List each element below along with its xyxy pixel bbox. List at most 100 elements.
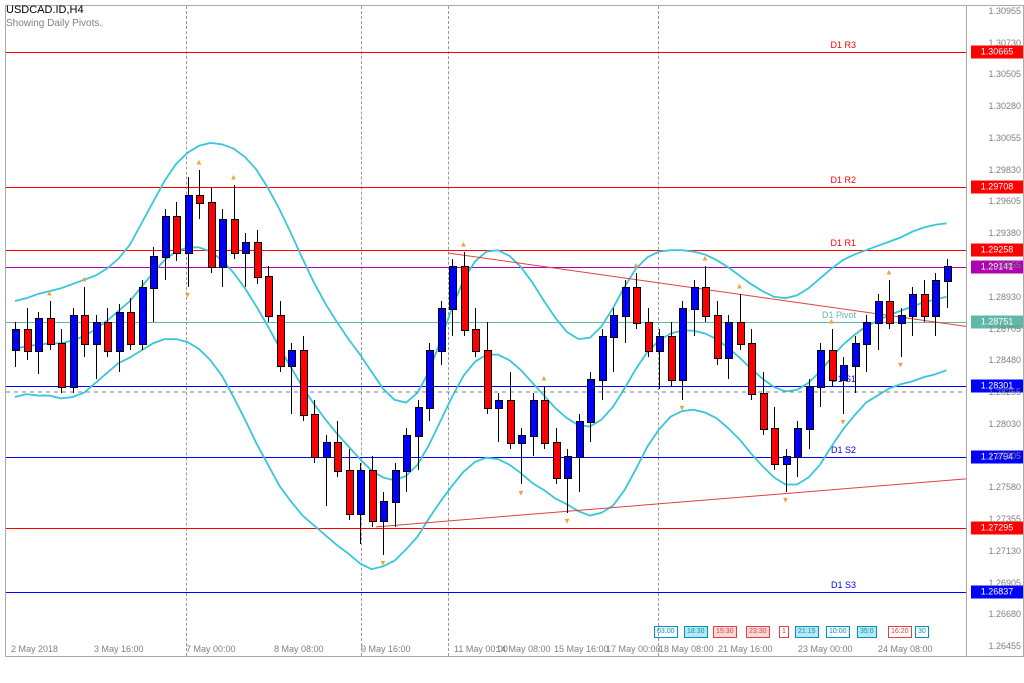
x-axis-label: 18 May 08:00 bbox=[659, 644, 714, 654]
y-tick: 1.29155 bbox=[988, 260, 1021, 270]
pivot-label: D1 S2 bbox=[831, 445, 856, 455]
candle-body bbox=[47, 318, 55, 345]
fractal-up-icon: ▲ bbox=[230, 173, 238, 182]
time-tag: 15:30 bbox=[713, 626, 737, 638]
candle-body bbox=[81, 315, 89, 345]
candle-body bbox=[472, 329, 480, 352]
pivot-line-d1-s2 bbox=[6, 457, 966, 458]
candle-body bbox=[150, 256, 158, 289]
candle-body bbox=[760, 393, 768, 430]
candle-body bbox=[748, 343, 756, 394]
y-tick: 1.29830 bbox=[988, 165, 1021, 175]
y-tick: 1.26680 bbox=[988, 609, 1021, 619]
x-axis-label: 24 May 08:00 bbox=[878, 644, 933, 654]
x-axis-label: 3 May 16:00 bbox=[94, 644, 144, 654]
candle-body bbox=[875, 301, 883, 324]
x-axis-label: 9 May 16:00 bbox=[361, 644, 411, 654]
candle-body bbox=[610, 315, 618, 338]
candle-body bbox=[334, 442, 342, 472]
candle-body bbox=[817, 350, 825, 387]
y-tick: 1.27355 bbox=[988, 514, 1021, 524]
vertical-gridline bbox=[186, 6, 187, 656]
y-tick: 1.28030 bbox=[988, 419, 1021, 429]
candle-body bbox=[426, 350, 434, 408]
candle-body bbox=[369, 470, 377, 521]
candle-body bbox=[173, 216, 181, 253]
y-tick: 1.30505 bbox=[988, 69, 1021, 79]
fractal-up-icon: ▲ bbox=[80, 274, 88, 283]
fractal-down-icon: ▼ bbox=[782, 495, 790, 504]
candle-body bbox=[300, 350, 308, 416]
candle-body bbox=[357, 470, 365, 514]
candle-body bbox=[656, 336, 664, 352]
candle-body bbox=[702, 287, 710, 317]
y-tick: 1.28480 bbox=[988, 355, 1021, 365]
candle-body bbox=[668, 336, 676, 380]
time-tag: 21:15 bbox=[795, 626, 819, 638]
pivot-line-d1-r3 bbox=[6, 52, 966, 53]
x-axis-label: 17 May 00:00 bbox=[606, 644, 661, 654]
candle-body bbox=[449, 266, 457, 310]
y-tick: 1.30955 bbox=[988, 6, 1021, 16]
candle-body bbox=[944, 266, 952, 282]
candle-body bbox=[35, 318, 43, 352]
chart-title: USDCAD.ID,H4 bbox=[6, 4, 84, 16]
candle-body bbox=[852, 343, 860, 366]
candle-body bbox=[725, 322, 733, 359]
y-tick: 1.28705 bbox=[988, 324, 1021, 334]
fractal-up-icon: ▲ bbox=[46, 289, 54, 298]
candle-body bbox=[691, 287, 699, 310]
y-tick: 1.30280 bbox=[988, 101, 1021, 111]
x-axis-label: 2 May 2018 bbox=[11, 644, 58, 654]
candle-body bbox=[461, 266, 469, 332]
time-tag: 1 bbox=[779, 626, 789, 638]
plot-area[interactable]: D1 R31.30665D1 R21.29708D1 R11.292581.29… bbox=[5, 5, 967, 657]
pivot-label: D1 R3 bbox=[830, 40, 856, 50]
candle-body bbox=[265, 276, 273, 318]
candle-body bbox=[576, 421, 584, 458]
fractal-up-icon: ▲ bbox=[885, 267, 893, 276]
candle-body bbox=[794, 428, 802, 458]
candle-body bbox=[208, 202, 216, 268]
candle-body bbox=[599, 336, 607, 380]
vertical-gridline bbox=[448, 6, 449, 656]
candle-body bbox=[219, 219, 227, 268]
y-tick: 1.27130 bbox=[988, 546, 1021, 556]
candle-body bbox=[909, 294, 917, 317]
candle-body bbox=[242, 242, 250, 254]
fractal-up-icon: ▲ bbox=[828, 317, 836, 326]
candle-body bbox=[863, 322, 871, 345]
candle-body bbox=[679, 308, 687, 381]
candle-body bbox=[886, 301, 894, 324]
y-tick: 1.29605 bbox=[988, 196, 1021, 206]
candle-body bbox=[58, 343, 66, 387]
time-tag: 03:00 bbox=[654, 626, 678, 638]
candle-body bbox=[116, 312, 124, 352]
time-tag: 23:30 bbox=[746, 626, 770, 638]
pivot-line-d1-r2 bbox=[6, 187, 966, 188]
x-axis-label: 21 May 16:00 bbox=[718, 644, 773, 654]
x-axis-label: 23 May 00:00 bbox=[798, 644, 853, 654]
candle-body bbox=[530, 400, 538, 437]
candle-body bbox=[231, 219, 239, 253]
candle-body bbox=[127, 312, 135, 345]
pivot-label: D1 S3 bbox=[831, 580, 856, 590]
candle-body bbox=[921, 294, 929, 317]
candle-body bbox=[622, 287, 630, 317]
candle-body bbox=[645, 322, 653, 352]
candle-body bbox=[380, 501, 388, 521]
time-tag: 18:30 bbox=[684, 626, 708, 638]
candle-body bbox=[553, 442, 561, 479]
pivot-line-s-extra bbox=[6, 528, 966, 529]
time-tag: 10:00 bbox=[826, 626, 850, 638]
candle-body bbox=[403, 435, 411, 472]
candle-body bbox=[277, 315, 285, 366]
candle-body bbox=[495, 400, 503, 409]
candle-body bbox=[840, 365, 848, 381]
time-tag: 16:20 bbox=[888, 626, 912, 638]
candle-body bbox=[162, 216, 170, 258]
candle-body bbox=[12, 329, 20, 351]
candle-body bbox=[507, 400, 515, 444]
candle-body bbox=[737, 322, 745, 345]
candle-body bbox=[392, 470, 400, 503]
